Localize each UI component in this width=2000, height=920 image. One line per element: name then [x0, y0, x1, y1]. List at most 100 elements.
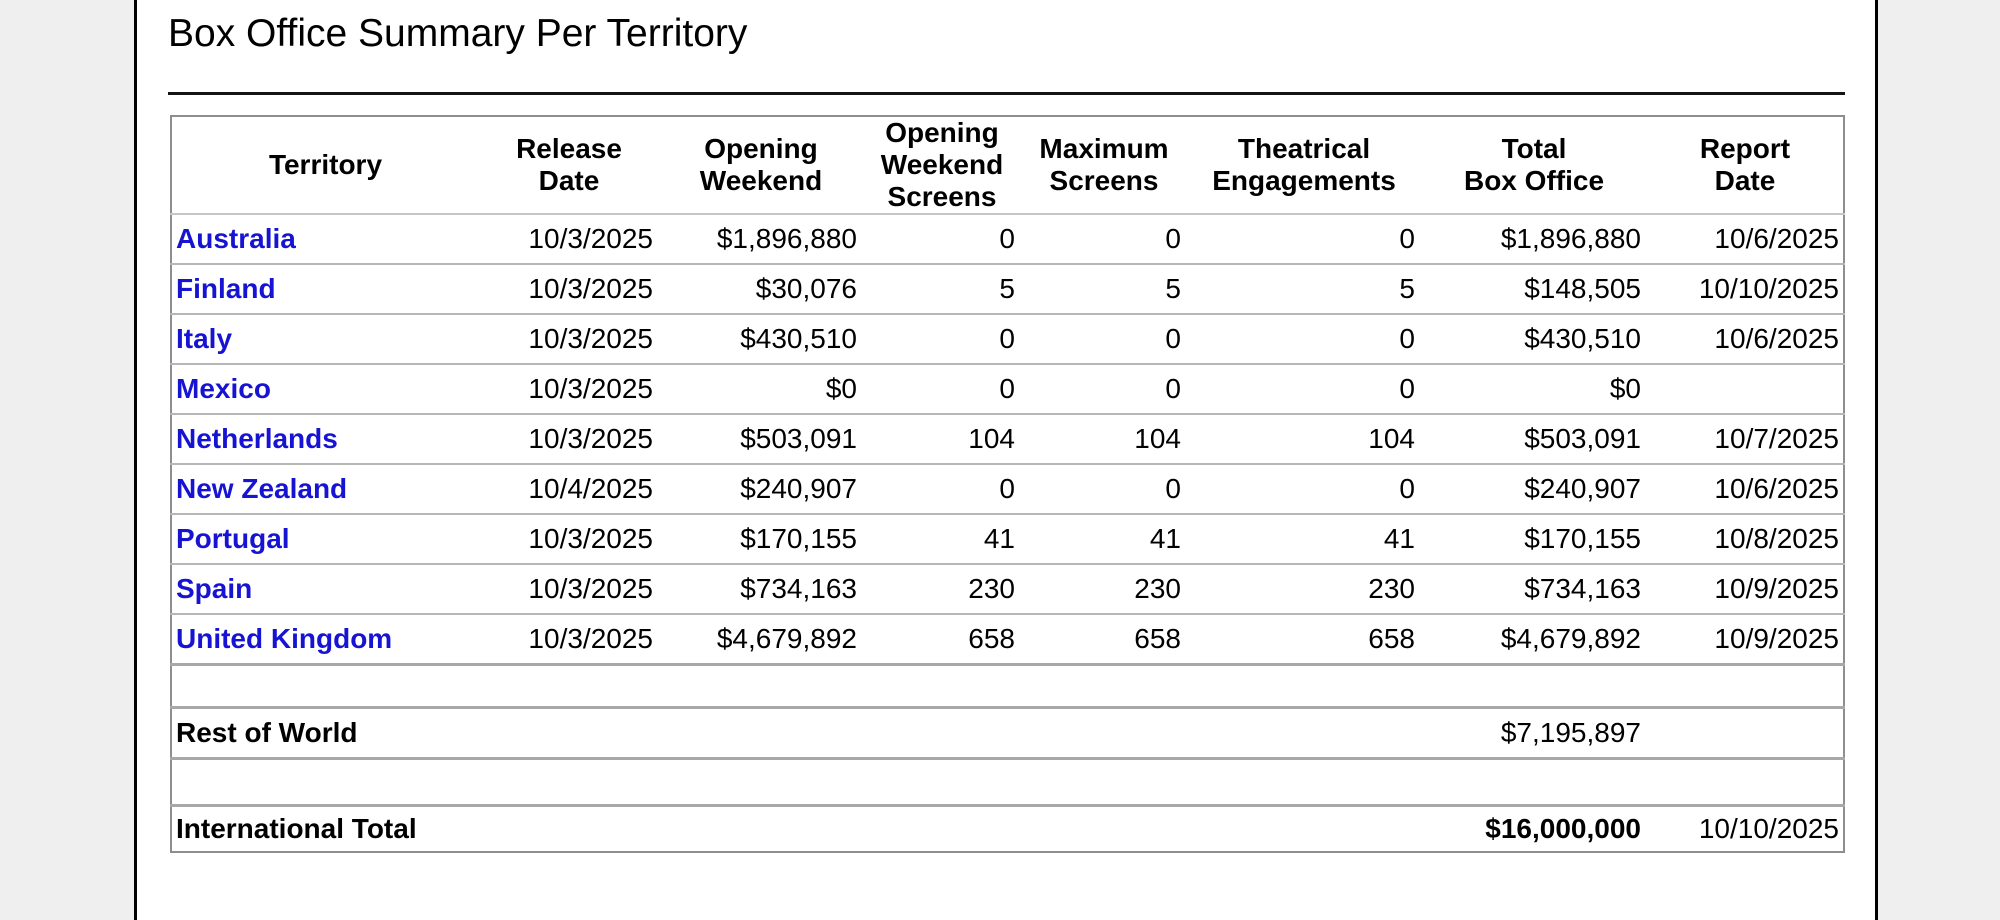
column-header-theatrical-engagements: Theatrical Engagements [1212, 133, 1396, 196]
maximum-screens-cell: 0 [1165, 323, 1181, 354]
theatrical-engagements-cell: 104 [1368, 423, 1415, 454]
theatrical-engagements-cell: 0 [1399, 373, 1415, 404]
opening-weekend-screens-cell: 0 [999, 373, 1015, 404]
opening-weekend-cell: $170,155 [740, 523, 857, 554]
opening-weekend-cell: $30,076 [755, 273, 857, 304]
release-date-cell: 10/3/2025 [528, 373, 653, 404]
opening-weekend-cell: $4,679,892 [716, 623, 857, 654]
theatrical-engagements-cell: 230 [1368, 573, 1415, 604]
international-total-report-date-cell: 10/10/2025 [1698, 813, 1839, 844]
release-date-cell: 10/3/2025 [528, 573, 653, 604]
rest-of-world-label: Rest of World [176, 717, 358, 748]
total-box-office-cell: $1,896,880 [1500, 223, 1641, 254]
maximum-screens-cell: 0 [1165, 473, 1181, 504]
table-row: Portugal 10/3/2025 $170,155 41 41 41 $17… [171, 514, 1844, 564]
territory-link[interactable]: Italy [176, 323, 233, 354]
empty-cell [171, 665, 1844, 708]
column-header-release-date: Release Date [516, 133, 622, 196]
report-date-cell: 10/10/2025 [1698, 273, 1839, 304]
report-date-cell [1647, 364, 1844, 414]
report-date-cell: 10/9/2025 [1714, 623, 1839, 654]
empty-cell [171, 759, 1844, 806]
territory-link[interactable]: Finland [176, 273, 276, 304]
report-date-cell: 10/6/2025 [1714, 323, 1839, 354]
column-header-opening-weekend: Opening Weekend [699, 133, 823, 196]
opening-weekend-cell: $0 [825, 373, 857, 404]
report-date-cell: 10/6/2025 [1714, 223, 1839, 254]
title-divider [168, 92, 1845, 95]
international-total-cell: $16,000,000 [1485, 813, 1641, 844]
territory-link[interactable]: Portugal [176, 523, 290, 554]
header-row: Territory Release Date Opening Weekend O… [171, 116, 1844, 214]
maximum-screens-cell: 41 [1149, 523, 1181, 554]
column-header-opening-weekend-screens: Opening Weekend Screens [880, 117, 1004, 212]
opening-weekend-cell: $1,896,880 [716, 223, 857, 254]
spacer-row [171, 664, 1844, 708]
column-header-maximum-screens: Maximum Screens [1039, 133, 1169, 196]
column-header-total-box-office: Total Box Office [1463, 133, 1605, 196]
spacer-row [171, 758, 1844, 806]
territory-link[interactable]: Australia [176, 223, 296, 254]
empty-cell [1647, 708, 1844, 759]
international-total-row: International Total $16,000,000 10/10/20… [171, 805, 1844, 853]
report-date-cell: 10/9/2025 [1714, 573, 1839, 604]
opening-weekend-screens-cell: 5 [999, 273, 1015, 304]
table-row: Mexico 10/3/2025 $0 0 0 0 $0 [171, 364, 1844, 414]
release-date-cell: 10/3/2025 [528, 423, 653, 454]
total-box-office-cell: $240,907 [1524, 473, 1641, 504]
release-date-cell: 10/4/2025 [528, 473, 653, 504]
territory-link[interactable]: Spain [176, 573, 253, 604]
page-title: Box Office Summary Per Territory [168, 12, 748, 55]
release-date-cell: 10/3/2025 [528, 323, 653, 354]
opening-weekend-cell: $503,091 [740, 423, 857, 454]
theatrical-engagements-cell: 658 [1368, 623, 1415, 654]
theatrical-engagements-cell: 41 [1383, 523, 1415, 554]
table-row: United Kingdom 10/3/2025 $4,679,892 658 … [171, 614, 1844, 665]
maximum-screens-cell: 0 [1165, 373, 1181, 404]
maximum-screens-cell: 104 [1134, 423, 1181, 454]
maximum-screens-cell: 0 [1165, 223, 1181, 254]
release-date-cell: 10/3/2025 [528, 273, 653, 304]
report-date-cell: 10/6/2025 [1714, 473, 1839, 504]
table-row: Italy 10/3/2025 $430,510 0 0 0 $430,510 … [171, 314, 1844, 364]
column-header-territory: Territory [268, 149, 383, 180]
opening-weekend-screens-cell: 658 [968, 623, 1015, 654]
opening-weekend-screens-cell: 41 [983, 523, 1015, 554]
table-row: New Zealand 10/4/2025 $240,907 0 0 0 $24… [171, 464, 1844, 514]
opening-weekend-screens-cell: 104 [968, 423, 1015, 454]
maximum-screens-cell: 658 [1134, 623, 1181, 654]
report-date-cell: 10/8/2025 [1714, 523, 1839, 554]
theatrical-engagements-cell: 0 [1399, 323, 1415, 354]
column-header-report-date: Report Date [1699, 133, 1791, 196]
table-row: Australia 10/3/2025 $1,896,880 0 0 0 $1,… [171, 214, 1844, 264]
opening-weekend-cell: $734,163 [740, 573, 857, 604]
total-box-office-cell: $734,163 [1524, 573, 1641, 604]
opening-weekend-screens-cell: 0 [999, 223, 1015, 254]
report-date-cell: 10/7/2025 [1714, 423, 1839, 454]
theatrical-engagements-cell: 0 [1399, 473, 1415, 504]
total-box-office-cell: $0 [1609, 373, 1641, 404]
international-total-label: International Total [176, 813, 417, 844]
territory-link[interactable]: Netherlands [176, 423, 338, 454]
opening-weekend-screens-cell: 0 [999, 473, 1015, 504]
total-box-office-cell: $430,510 [1524, 323, 1641, 354]
table-row: Spain 10/3/2025 $734,163 230 230 230 $73… [171, 564, 1844, 614]
table-row: Netherlands 10/3/2025 $503,091 104 104 1… [171, 414, 1844, 464]
maximum-screens-cell: 230 [1134, 573, 1181, 604]
territory-link[interactable]: Mexico [176, 373, 271, 404]
territory-link[interactable]: United Kingdom [176, 623, 393, 654]
total-box-office-cell: $503,091 [1524, 423, 1641, 454]
theatrical-engagements-cell: 0 [1399, 223, 1415, 254]
release-date-cell: 10/3/2025 [528, 623, 653, 654]
rest-of-world-total-cell: $7,195,897 [1500, 717, 1641, 748]
total-box-office-cell: $170,155 [1524, 523, 1641, 554]
table-row: Finland 10/3/2025 $30,076 5 5 5 $148,505… [171, 264, 1844, 314]
territory-summary-table: Territory Release Date Opening Weekend O… [170, 115, 1845, 853]
total-box-office-cell: $148,505 [1524, 273, 1641, 304]
theatrical-engagements-cell: 5 [1399, 273, 1415, 304]
opening-weekend-cell: $240,907 [740, 473, 857, 504]
opening-weekend-screens-cell: 230 [968, 573, 1015, 604]
opening-weekend-cell: $430,510 [740, 323, 857, 354]
opening-weekend-screens-cell: 0 [999, 323, 1015, 354]
territory-link[interactable]: New Zealand [176, 473, 348, 504]
